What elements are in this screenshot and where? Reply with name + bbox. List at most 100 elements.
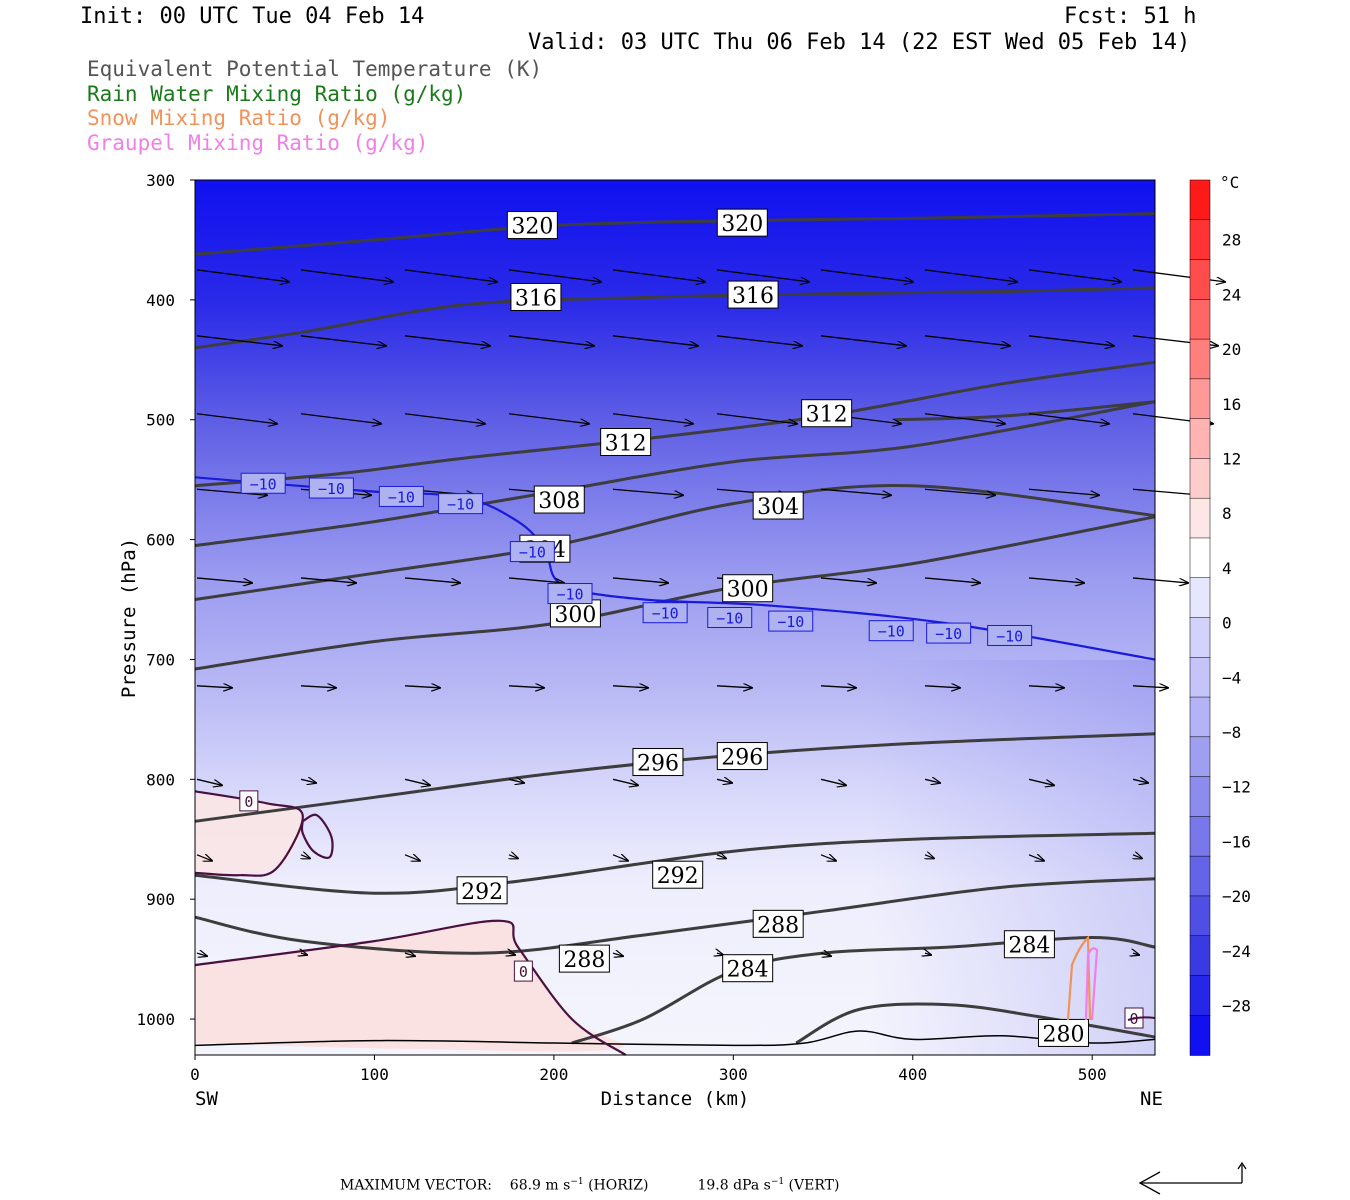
wind-vector — [612, 335, 698, 346]
wind-vector — [196, 577, 252, 583]
warm-temperature-region — [195, 791, 304, 876]
axes: 300 400 500 600 700 800 900 1000 0 100 200 300 400 50… — [136, 171, 1106, 1084]
colorbar-swatch — [1189, 299, 1211, 340]
wind-vector — [508, 335, 594, 346]
colorbar-label: −4 — [1222, 668, 1241, 687]
isotherm-label-box — [868, 620, 914, 642]
colorbar-swatch — [1189, 179, 1211, 221]
wind-vector — [612, 269, 705, 282]
theta-e-label-box — [549, 599, 601, 628]
wind-vector — [508, 413, 589, 424]
wind-vector — [924, 686, 960, 688]
theta-e-label: 316 — [515, 286, 557, 311]
wind-vector — [1028, 335, 1114, 346]
wind-vector — [820, 335, 906, 346]
isotherm-label: −10 — [318, 480, 345, 498]
wind-vector — [925, 953, 931, 955]
wind-vector — [301, 855, 310, 859]
colorbar-swatch — [1189, 696, 1211, 738]
wind-vector — [612, 953, 623, 956]
theta-e-label: 284 — [727, 958, 769, 983]
wind-vector — [820, 488, 891, 495]
wind-vector — [1028, 413, 1109, 424]
max-horiz-value: 68.9 m s — [509, 1177, 571, 1194]
theta-e-label: 280 — [1042, 1022, 1084, 1047]
wind-vector — [820, 269, 913, 282]
theta-e-label-box — [533, 485, 585, 514]
wind-vector — [924, 488, 995, 495]
theta-e-label-box — [600, 428, 652, 456]
wind-vector — [196, 335, 282, 346]
theta-e-label: 316 — [732, 284, 774, 309]
isotherm-label: −10 — [388, 488, 415, 506]
wind-vector — [508, 269, 601, 282]
colorbar-swatch — [1189, 895, 1211, 937]
wind-vector — [404, 413, 485, 424]
isotherm-label: −10 — [556, 586, 583, 604]
theta-e-label-box — [652, 860, 704, 889]
colorbar-label: 24 — [1222, 285, 1241, 304]
wind-vector — [509, 855, 518, 859]
legend-rain: Rain Water Mixing Ratio (g/kg) — [87, 82, 467, 106]
colorbar-label: 28 — [1222, 231, 1241, 250]
wind-vector — [924, 269, 1017, 282]
wind-vector — [1028, 686, 1064, 688]
surface-line — [194, 1030, 1156, 1047]
isotherm-label: 0 — [519, 963, 528, 981]
wind-vector — [404, 686, 440, 688]
wind-vector — [1028, 855, 1044, 861]
wind-vector — [612, 855, 628, 861]
isotherm-label: −10 — [878, 623, 905, 641]
wind-vector — [1132, 686, 1168, 688]
wind-vector — [717, 953, 723, 955]
colorbar-swatch — [1189, 776, 1211, 818]
wind-vector — [612, 686, 648, 688]
colorbar-swatch — [1189, 617, 1211, 659]
wind-vector — [196, 953, 207, 956]
wind-vector — [612, 488, 683, 495]
wind-vector — [404, 335, 490, 346]
theta-e-label: 300 — [727, 578, 769, 603]
max-vector-line: MAXIMUM VECTOR: 68.9 m s−1 (HORIZ) 19.8 … — [340, 1177, 839, 1194]
colorbar-swatch — [1189, 418, 1211, 460]
colorbar-label: −28 — [1222, 997, 1251, 1016]
isotherm-label-box — [987, 624, 1033, 646]
theta-e-label-box — [558, 944, 610, 973]
colorbar-label: 0 — [1222, 614, 1232, 633]
isotherm-0-loop — [300, 813, 334, 859]
max-horiz-unit: (HORIZ) — [588, 1177, 649, 1194]
isotherm-label-box — [240, 472, 286, 494]
theta-e-label-box — [752, 909, 804, 938]
theta-e-label: 296 — [721, 746, 763, 771]
x-axis-title: Distance (km) — [601, 1088, 750, 1110]
theta-e-label: 288 — [563, 948, 605, 973]
wind-vector — [404, 855, 420, 861]
wind-vector — [717, 855, 726, 859]
isotherm-label: −10 — [250, 475, 277, 493]
mixing-ratio-contours — [1066, 935, 1156, 1021]
wind-vector — [509, 953, 515, 955]
wind-vector — [716, 686, 752, 688]
wind-vector — [196, 488, 267, 495]
wind-vector — [404, 269, 497, 282]
y-tick-label: 800 — [146, 770, 175, 789]
x-left-end-label: SW — [195, 1088, 218, 1110]
wind-vector — [924, 779, 940, 783]
wind-vector — [925, 855, 934, 859]
wind-vectors — [196, 269, 1225, 956]
wind-vector — [196, 413, 277, 424]
theta-e-label-box — [456, 876, 508, 905]
isotherm-label: −10 — [519, 544, 546, 562]
theta-e-label-box — [722, 574, 774, 603]
theta-e-label: 320 — [721, 212, 763, 237]
wind-vector — [612, 413, 693, 424]
wind-vector — [404, 778, 430, 785]
colorbar-label: 16 — [1222, 395, 1241, 414]
rain-contour — [1127, 1016, 1156, 1021]
wind-vector — [924, 335, 1010, 346]
y-tick-label: 700 — [146, 650, 175, 669]
wind-vector — [196, 686, 232, 688]
wind-vector — [820, 953, 831, 956]
y-tick-label: 900 — [146, 890, 175, 909]
colorbar-label: 12 — [1222, 450, 1241, 469]
